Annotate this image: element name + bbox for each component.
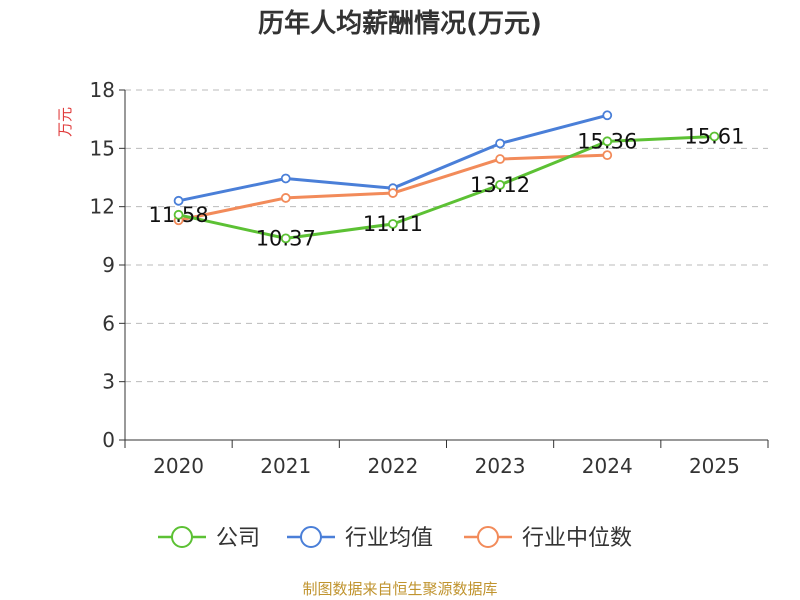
gridlines — [125, 89, 768, 383]
legend-marker — [171, 526, 193, 548]
data-point — [709, 131, 720, 142]
data-point — [388, 188, 398, 198]
x-tick-labels: 2020 2021 2022 2023 2024 2025 — [153, 454, 740, 478]
y-tick-label: 18 — [90, 78, 115, 102]
data-point — [495, 138, 505, 149]
data-labels: 11.58 10.37 11.11 13.12 15.36 15.61 — [149, 124, 745, 250]
series-lines — [173, 110, 720, 244]
footer-source: 制图数据来自恒生聚源数据库 — [302, 580, 497, 598]
data-label: 11.58 — [149, 203, 209, 227]
x-tick-label: 2024 — [582, 454, 633, 478]
data-label: 13.12 — [470, 173, 530, 197]
data-point — [602, 136, 613, 147]
data-point — [602, 110, 613, 121]
legend-label: 行业均值 — [345, 526, 433, 551]
data-point — [280, 233, 291, 244]
y-tick-label: 15 — [90, 136, 115, 160]
data-label: 10.37 — [256, 226, 316, 250]
y-tick-label: 12 — [90, 195, 115, 219]
y-tick-labels: 0 3 6 9 12 15 18 — [90, 78, 115, 452]
x-tick-label: 2023 — [475, 454, 526, 478]
data-label: 11.11 — [363, 212, 423, 236]
data-point — [173, 195, 184, 206]
data-label: 15.36 — [577, 129, 637, 153]
x-tick-label: 2022 — [367, 454, 418, 478]
chart-title: 历年人均薪酬情况(万元) — [258, 8, 542, 39]
legend-item[interactable]: 行业中位数 — [464, 526, 632, 551]
legend-marker — [300, 526, 322, 548]
x-tick-label: 2021 — [260, 454, 311, 478]
data-point — [602, 150, 613, 161]
data-label: 15.61 — [684, 124, 744, 148]
x-tick-label: 2025 — [689, 454, 740, 478]
legend-item[interactable]: 公司 — [158, 526, 260, 551]
data-point — [173, 209, 184, 220]
data-point — [495, 179, 505, 190]
y-tick-label: 6 — [102, 311, 115, 335]
legend-marker — [477, 526, 499, 548]
y-tick-label: 0 — [102, 428, 115, 452]
legend[interactable]: 公司 行业均值 行业中位数 — [158, 526, 632, 551]
data-point — [280, 193, 291, 203]
legend-label: 公司 — [216, 526, 260, 551]
series-line — [178, 134, 715, 240]
legend-item[interactable]: 行业均值 — [287, 526, 433, 551]
data-point — [495, 154, 505, 164]
legend-label: 行业中位数 — [522, 526, 632, 551]
axes — [119, 89, 769, 448]
y-axis-label: 万元 — [56, 107, 74, 137]
x-tick-label: 2020 — [153, 454, 204, 478]
data-point — [388, 219, 398, 229]
y-tick-label: 3 — [102, 370, 115, 394]
data-point — [280, 173, 291, 184]
y-tick-label: 9 — [102, 253, 115, 277]
